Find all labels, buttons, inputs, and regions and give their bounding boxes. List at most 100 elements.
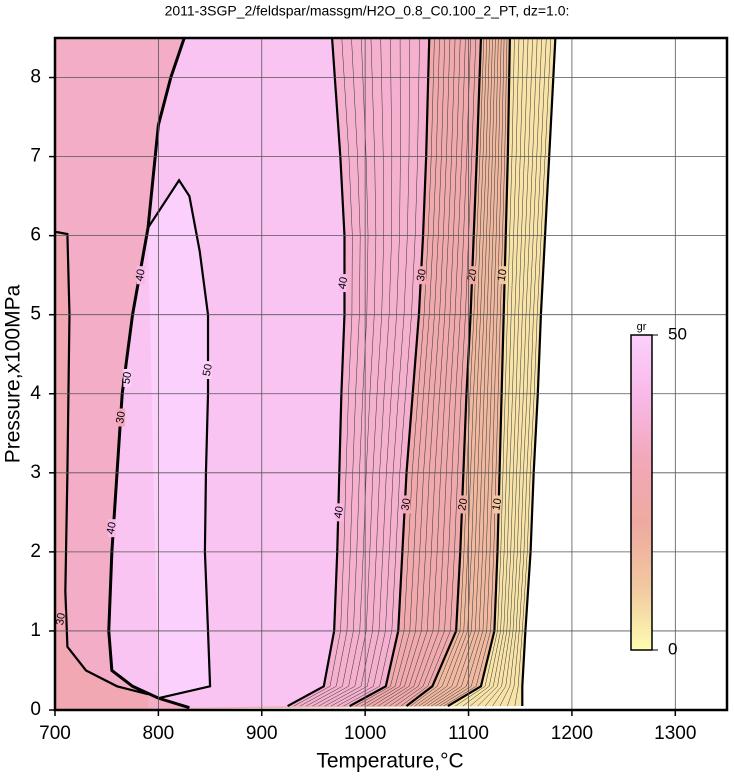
- contour-line: [147, 178, 212, 700]
- minor-contour: [299, 38, 361, 707]
- minor-contour: [470, 38, 524, 707]
- y-tick-label: 5: [30, 304, 41, 325]
- contour-line: [349, 38, 431, 708]
- x-tick-label: 1300: [654, 723, 696, 744]
- contour-label-bg: [498, 266, 507, 285]
- minor-contour: [360, 38, 440, 707]
- colorbar-tick-label: 50: [668, 324, 687, 343]
- y-tick-label: 7: [30, 146, 41, 167]
- contour-label: 10: [496, 268, 510, 282]
- contour-label-bg: [123, 368, 132, 387]
- minor-contour: [414, 38, 487, 707]
- contour-label-bg: [117, 408, 126, 427]
- x-tick-label: 700: [39, 723, 71, 744]
- colorbar: [630, 334, 653, 651]
- minor-contour: [312, 38, 377, 707]
- colorbar-tick-label: 0: [668, 639, 677, 658]
- contour-line: [447, 38, 511, 707]
- contour-line: [521, 38, 557, 707]
- contour-line: [405, 38, 483, 707]
- contour-label-bg: [107, 519, 116, 538]
- minor-contour: [477, 38, 529, 707]
- y-tick-label: 1: [30, 620, 41, 641]
- contour-fill: [55, 231, 149, 710]
- y-tick-label: 6: [30, 225, 41, 246]
- contour-label: 30: [399, 497, 413, 511]
- x-tick-label: 800: [143, 723, 175, 744]
- contour-label: 40: [332, 505, 346, 519]
- contour-fill: [55, 38, 190, 710]
- contour-label-bg: [459, 495, 468, 514]
- contour-label-bg: [335, 503, 344, 522]
- contour-label-bg: [402, 495, 411, 514]
- contour-label: 30: [114, 410, 128, 424]
- contour-line: [287, 38, 346, 708]
- minor-contour: [343, 38, 420, 707]
- contour-label-bg: [339, 274, 348, 293]
- x-tick-label: 900: [246, 723, 278, 744]
- minor-contour: [366, 38, 446, 707]
- minor-contour: [427, 38, 496, 707]
- y-axis-label: Pressure,x100MPa: [2, 284, 25, 463]
- minor-contour: [293, 38, 353, 707]
- y-tick-label: 4: [30, 383, 41, 404]
- colorbar-label: gr: [637, 321, 647, 333]
- minor-contour: [337, 38, 411, 707]
- minor-contour: [324, 38, 393, 707]
- contour-label-bg: [493, 495, 502, 514]
- contour-label: 40: [336, 276, 350, 290]
- x-tick-label: 1100: [448, 723, 489, 744]
- axes: 700 800 900 1000 1100 1200 1300 0 1 2 3 4 5 6 7 8: [30, 36, 729, 744]
- minor-contour: [318, 38, 385, 707]
- minor-contour: [400, 38, 477, 707]
- minor-contour: [383, 38, 461, 707]
- minor-contour: [439, 38, 505, 707]
- minor-contour: [330, 38, 401, 707]
- contour-fill: [148, 180, 211, 699]
- minor-contour: [306, 38, 369, 707]
- y-tick-label: 3: [30, 462, 41, 483]
- minor-contour: [377, 38, 456, 707]
- minor-contour: [355, 38, 435, 707]
- contour-label-bg: [57, 610, 66, 629]
- contour-label-bg: [204, 361, 213, 380]
- contour-label: 40: [105, 521, 119, 535]
- minor-contour: [372, 38, 451, 707]
- minor-contour: [455, 38, 515, 707]
- chart-title: 2011-3SGP_2/feldspar/massgm/H2O_0.8_C0.1…: [165, 3, 570, 19]
- x-tick-label: 1000: [344, 723, 386, 744]
- minor-contour: [462, 38, 520, 707]
- minor-contour: [394, 38, 471, 707]
- contour-label: 50: [120, 371, 134, 385]
- y-tick-label: 2: [30, 541, 41, 562]
- x-axis-label: Temperature,°C: [316, 750, 463, 773]
- plot-frame: [53, 36, 729, 712]
- minor-contour: [422, 38, 493, 707]
- contour-label: 30: [54, 612, 68, 626]
- contour-label: 30: [415, 268, 429, 282]
- contour-label: 10: [490, 497, 504, 511]
- minor-contour: [484, 38, 533, 707]
- contour-label-bg: [418, 266, 427, 285]
- minor-contour: [435, 38, 502, 707]
- minor-contour: [499, 38, 542, 707]
- y-tick-label: 8: [30, 67, 41, 88]
- minor-contour: [389, 38, 466, 707]
- minor-contour: [507, 38, 547, 707]
- y-tick-label: 0: [30, 699, 41, 720]
- contour-lines: 40 50 30 40 30 50 40 30 20 10 40 30 20 10: [54, 38, 557, 710]
- minor-contour: [418, 38, 490, 707]
- minor-contour: [443, 38, 508, 707]
- contour-label: 20: [466, 268, 480, 282]
- contour-label-bg: [136, 266, 145, 285]
- contour-label: 40: [134, 268, 148, 282]
- x-tick-label: 1200: [551, 723, 593, 744]
- minor-contour: [514, 38, 552, 707]
- minor-contour: [431, 38, 499, 707]
- contour-label: 50: [201, 363, 215, 377]
- contour-label: 20: [456, 497, 470, 511]
- contour-line: [55, 230, 149, 696]
- minor-contour: [492, 38, 538, 707]
- contour-label-bg: [468, 266, 477, 285]
